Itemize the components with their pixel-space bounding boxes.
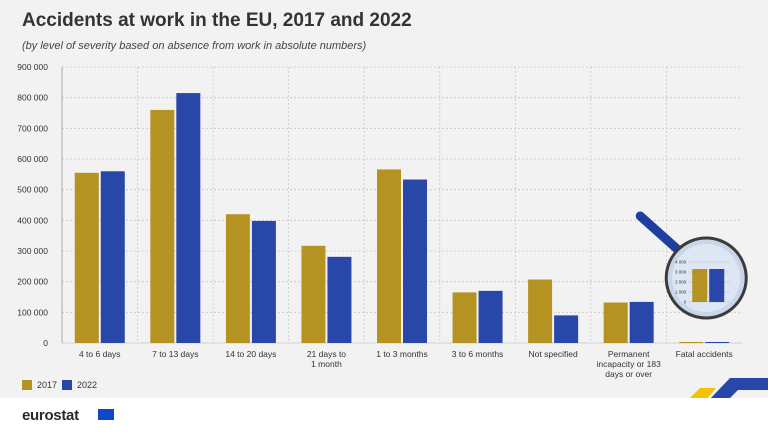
bar-2022 bbox=[629, 301, 654, 343]
eurostat-logo: eurostat bbox=[22, 407, 79, 424]
x-category-label: 4 to 6 days bbox=[79, 349, 121, 359]
inset-bar-2022 bbox=[709, 269, 725, 302]
x-category-label: 3 to 6 months bbox=[452, 349, 504, 359]
x-category-label-line: 7 to 13 days bbox=[152, 349, 198, 359]
x-category-label: 21 days to 1 month bbox=[307, 349, 346, 369]
y-tick-label: 300 000 bbox=[17, 246, 48, 256]
bar-2022 bbox=[100, 171, 125, 343]
bar-2022 bbox=[478, 290, 503, 343]
x-category-label: Fatal accidents bbox=[676, 349, 733, 359]
bar-2017 bbox=[377, 169, 401, 343]
eu-flag-icon bbox=[98, 409, 114, 420]
bar-2017 bbox=[679, 341, 704, 343]
bar-2017 bbox=[301, 245, 326, 343]
inset-y-tick-label: 2 000 bbox=[675, 280, 687, 285]
y-tick-label: 700 000 bbox=[17, 123, 48, 133]
bar-2022 bbox=[554, 315, 579, 343]
x-category-label-line: 1 month bbox=[311, 359, 342, 369]
x-category-label: Not specified bbox=[529, 349, 578, 359]
y-tick-label: 200 000 bbox=[17, 277, 48, 287]
legend-swatch-2017 bbox=[22, 380, 32, 390]
footer-bar bbox=[0, 398, 768, 432]
bar-2022 bbox=[176, 93, 201, 343]
x-category-label-line: Not specified bbox=[529, 349, 578, 359]
x-category-label: Permanent incapacity or 183 days or over bbox=[597, 349, 662, 379]
x-category-label-line: incapacity or 183 bbox=[597, 359, 662, 369]
bar-2017 bbox=[603, 302, 628, 343]
bar-2017 bbox=[150, 109, 175, 343]
chart-title: Accidents at work in the EU, 2017 and 20… bbox=[22, 10, 412, 31]
y-tick-label: 500 000 bbox=[17, 185, 48, 195]
chart-subtitle: (by level of severity based on absence f… bbox=[22, 40, 367, 52]
legend-item-2022: 2022 bbox=[62, 380, 97, 390]
bar-2022 bbox=[251, 220, 276, 343]
y-tick-label: 800 000 bbox=[17, 93, 48, 103]
x-category-label-line: 21 days to bbox=[307, 349, 346, 359]
inset-y-tick-label: 1 000 bbox=[675, 290, 687, 295]
bar-chart: 900 000 800 000 700 000 600 000 500 000 400 0… bbox=[17, 62, 768, 398]
legend-label-2022: 2022 bbox=[77, 380, 98, 390]
x-category-label-line: 1 to 3 months bbox=[376, 349, 428, 359]
bar-2017 bbox=[225, 214, 250, 343]
x-category-label-line: days or over bbox=[605, 369, 652, 379]
magnifier-handle bbox=[635, 211, 683, 255]
x-category-label-line: Permanent bbox=[608, 349, 650, 359]
legend-label-2017: 2017 bbox=[37, 380, 58, 390]
x-category-label-line: Fatal accidents bbox=[676, 349, 733, 359]
x-category-label-line: 3 to 6 months bbox=[452, 349, 504, 359]
y-tick-label: 600 000 bbox=[17, 154, 48, 164]
inset-y-tick-label: 4 000 bbox=[675, 260, 687, 265]
x-category-label: 1 to 3 months bbox=[376, 349, 428, 359]
x-category-label: 7 to 13 days bbox=[152, 349, 198, 359]
y-tick-label: 900 000 bbox=[17, 62, 48, 72]
bar-2022 bbox=[403, 179, 427, 343]
inset-bar-2017 bbox=[692, 269, 708, 302]
bar-2022 bbox=[705, 341, 730, 343]
decor-chevron-yellow bbox=[689, 388, 716, 398]
x-category-label-line: 14 to 20 days bbox=[225, 349, 276, 359]
inset-y-tick-label: 3 000 bbox=[675, 270, 687, 275]
y-tick-label: 100 000 bbox=[17, 307, 48, 317]
legend-item-2017: 2017 bbox=[22, 380, 57, 390]
bar-2017 bbox=[74, 172, 99, 343]
bar-2017 bbox=[452, 292, 477, 343]
decor-chevron-blue bbox=[710, 378, 768, 398]
bar-2017 bbox=[528, 279, 553, 343]
inset-y-tick-label: 0 bbox=[684, 300, 687, 305]
x-category-label-line: 4 to 6 days bbox=[79, 349, 121, 359]
legend-swatch-2022 bbox=[62, 380, 72, 390]
bar-2022 bbox=[327, 256, 352, 343]
x-category-label: 14 to 20 days bbox=[225, 349, 276, 359]
y-tick-label: 0 bbox=[43, 338, 48, 348]
y-tick-label: 400 000 bbox=[17, 215, 48, 225]
